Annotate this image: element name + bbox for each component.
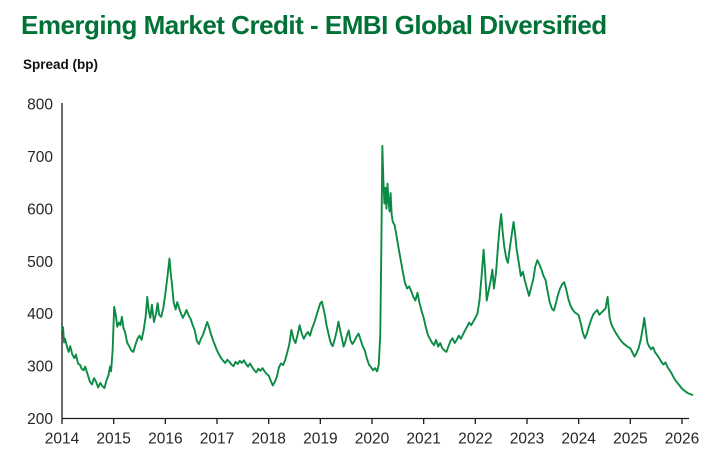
- y-tick-label: 200: [27, 411, 53, 428]
- x-tick-label: 2025: [613, 431, 647, 448]
- x-tick-label: 2018: [251, 431, 285, 448]
- x-tick-label: 2023: [510, 431, 544, 448]
- y-tick-label: 500: [27, 254, 53, 271]
- x-tick-label: 2022: [458, 431, 492, 448]
- x-tick-label: 2024: [561, 431, 596, 448]
- y-tick-label: 400: [27, 306, 53, 323]
- x-tick-label: 2026: [665, 431, 699, 448]
- y-tick-label: 700: [27, 149, 53, 166]
- x-tick-label: 2016: [148, 431, 182, 448]
- y-tick-label: 300: [27, 359, 53, 376]
- x-tick-label: 2020: [355, 431, 390, 448]
- x-tick-label: 2017: [200, 431, 234, 448]
- x-tick-label: 2019: [303, 431, 337, 448]
- y-tick-label: 600: [27, 201, 53, 218]
- y-axis-title: Spread (bp): [23, 57, 99, 72]
- x-tick-label: 2021: [406, 431, 440, 448]
- y-tick-label: 800: [27, 97, 53, 114]
- x-tick-label: 2015: [96, 431, 130, 448]
- x-tick-label: 2014: [45, 431, 80, 448]
- chart-title: Emerging Market Credit - EMBI Global Div…: [21, 10, 607, 40]
- embi-spread-series-line: [61, 144, 694, 396]
